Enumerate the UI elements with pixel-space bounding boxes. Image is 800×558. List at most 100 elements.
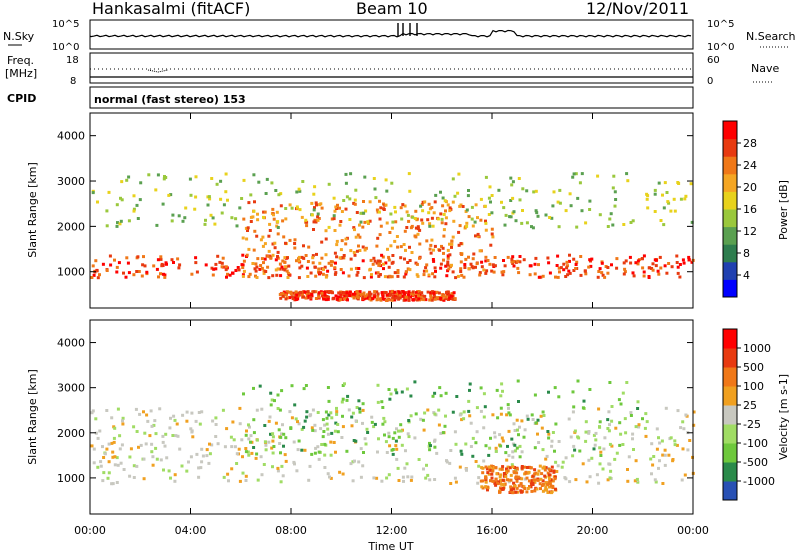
velocity-cell — [619, 402, 623, 406]
power-cell — [170, 219, 174, 223]
power-cell — [407, 290, 411, 294]
power-cell — [440, 217, 444, 221]
power-cell — [653, 258, 657, 262]
velocity-cell — [608, 381, 612, 384]
velocity-cell — [499, 394, 503, 398]
velocity-cell — [145, 413, 149, 417]
power-cell — [176, 257, 180, 261]
velocity-cell — [486, 488, 489, 492]
power-cell — [267, 234, 271, 238]
velocity-cell — [584, 439, 588, 443]
velocity-cell — [509, 485, 513, 489]
power-cell — [268, 222, 272, 226]
velocity-cell — [530, 479, 534, 483]
y-tick-label: 1000 — [57, 472, 85, 485]
power-cell — [676, 265, 680, 269]
velocity-cell — [636, 480, 640, 484]
velocity-cell — [362, 451, 365, 454]
power-cell — [403, 229, 407, 233]
velocity-cell — [481, 479, 485, 483]
velocity-cell — [324, 410, 328, 414]
power-cell — [565, 266, 569, 270]
velocity-cell — [112, 436, 116, 440]
power-cell — [675, 254, 679, 258]
power-cell — [398, 296, 402, 300]
velocity-cell — [357, 460, 361, 464]
power-cell — [320, 240, 324, 244]
power-cell — [361, 225, 365, 229]
power-cell — [188, 177, 192, 181]
velocity-cell — [547, 485, 551, 489]
power-cell — [355, 273, 359, 277]
power-cell — [122, 271, 125, 275]
power-cell — [310, 213, 314, 217]
power-cell — [358, 290, 362, 294]
power-cell — [446, 254, 450, 258]
power-cell — [584, 272, 588, 276]
power-cell — [426, 290, 430, 294]
power-cell — [491, 235, 495, 239]
power-cell — [385, 293, 389, 297]
velocity-cell — [462, 410, 466, 414]
velocity-heatmap — [90, 379, 696, 495]
colorbar-swatch — [723, 209, 737, 228]
power-cell — [369, 258, 373, 262]
power-cell — [299, 291, 303, 295]
power-cell — [568, 259, 571, 263]
velocity-cell — [531, 418, 535, 421]
velocity-cell — [681, 447, 685, 451]
power-cell — [440, 244, 443, 248]
velocity-cell — [617, 398, 621, 402]
power-cell — [611, 186, 615, 190]
power-cell — [419, 295, 423, 299]
velocity-cell — [326, 427, 330, 431]
power-cell — [588, 199, 592, 203]
power-cell — [446, 263, 450, 267]
velocity-cell — [118, 434, 122, 438]
power-cell — [548, 216, 552, 219]
power-cell — [528, 273, 532, 277]
velocity-cell — [494, 477, 498, 481]
power-cell — [296, 297, 300, 301]
velocity-cell — [393, 431, 397, 435]
velocity-cell — [594, 431, 598, 435]
velocity-cell — [169, 476, 172, 480]
power-cell — [420, 297, 424, 301]
power-cell — [503, 223, 507, 227]
power-cell — [383, 297, 386, 301]
power-cell — [339, 268, 343, 271]
power-cell — [480, 260, 484, 264]
power-cell — [508, 215, 512, 219]
power-cell — [531, 226, 535, 230]
velocity-cell — [538, 482, 542, 486]
power-cell — [249, 193, 253, 197]
power-cell — [411, 298, 415, 302]
velocity-cell — [358, 407, 362, 411]
velocity-cbar-label: Velocity [m s-1] — [777, 374, 790, 460]
velocity-cell — [536, 418, 540, 422]
power-cell — [676, 181, 680, 184]
power-cell — [673, 209, 677, 213]
power-cell — [373, 295, 376, 299]
power-cell — [310, 294, 314, 298]
power-cell — [320, 291, 324, 295]
freq-label-1: Freq. — [7, 54, 34, 67]
velocity-cell — [482, 415, 486, 419]
velocity-cell — [364, 442, 368, 446]
velocity-cell — [506, 444, 509, 448]
power-cell — [554, 275, 557, 279]
power-cell — [562, 262, 566, 266]
velocity-cell — [341, 397, 345, 401]
power-cell — [323, 265, 327, 269]
velocity-cell — [525, 476, 529, 480]
power-cell — [445, 274, 449, 278]
power-cell — [241, 274, 245, 278]
power-cell — [344, 237, 348, 241]
power-cell — [115, 224, 119, 228]
velocity-cell — [536, 432, 539, 436]
colorbar-tick-label: 28 — [743, 137, 757, 150]
power-cell — [631, 219, 635, 223]
power-cell — [375, 261, 379, 265]
power-cell — [572, 269, 576, 272]
velocity-cell — [244, 433, 248, 437]
